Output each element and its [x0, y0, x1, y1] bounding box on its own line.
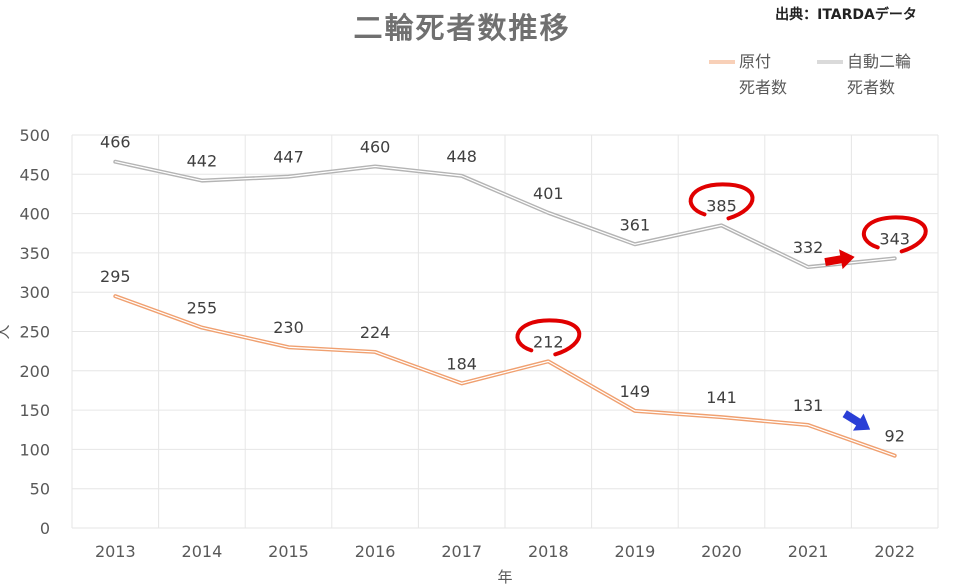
x-tick-label: 2015 [268, 542, 309, 561]
y-tick-label: 0 [40, 519, 50, 538]
data-label: 442 [187, 152, 218, 171]
legend-label-jidonirin: 自動二輪 [847, 52, 911, 71]
data-label: 361 [620, 215, 651, 234]
source-note: 出典：ITARDAデータ [775, 6, 917, 23]
x-tick-label: 2020 [701, 542, 742, 561]
legend-label-gentsuki-line2: 死者数 [739, 78, 787, 97]
chart-title: 二輪死者数推移 [353, 11, 570, 45]
legend-item-gentsuki: 原付 死者数 [709, 52, 787, 97]
y-tick-label: 250 [19, 323, 50, 342]
legend-item-jidonirin: 自動二輪 死者数 [817, 52, 911, 97]
series-line-core-0 [114, 295, 896, 457]
axis-ticks: 0 50 100 150 200 250 300 350 400 450 500 2013 2014 20… [19, 126, 915, 561]
legend-label-gentsuki: 原付 [739, 52, 771, 71]
data-label: 448 [446, 147, 477, 166]
data-label: 149 [620, 382, 651, 401]
y-tick-label: 200 [19, 362, 50, 381]
y-tick-label: 400 [19, 205, 50, 224]
annotations [515, 182, 928, 431]
data-label: 401 [533, 184, 564, 203]
y-tick-label: 150 [19, 401, 50, 420]
data-label: 184 [446, 354, 477, 373]
data-label: 385 [706, 196, 737, 215]
data-labels: 295 255 230 224 184 212 149 141 131 92 466 442 447 46… [100, 133, 910, 446]
y-tick-label: 350 [19, 244, 50, 263]
data-label: 332 [793, 238, 824, 257]
data-label: 92 [885, 427, 905, 446]
series [113, 159, 897, 458]
data-label: 466 [100, 133, 131, 152]
x-tick-label: 2022 [874, 542, 915, 561]
x-tick-label: 2016 [355, 542, 396, 561]
y-tick-label: 500 [19, 126, 50, 145]
series-line-core-1 [114, 161, 896, 268]
data-label: 230 [273, 318, 304, 337]
annotation-circle [515, 318, 582, 357]
x-tick-label: 2013 [95, 542, 136, 561]
annotation-arrow [842, 410, 871, 431]
x-tick-label: 2019 [615, 542, 656, 561]
x-tick-label: 2018 [528, 542, 569, 561]
y-tick-label: 300 [19, 283, 50, 302]
annotation-circle [688, 182, 755, 221]
annotation-arrow-shape [824, 249, 855, 270]
annotation-arrow-shape [842, 410, 871, 431]
x-tick-label: 2021 [788, 542, 829, 561]
data-label: 255 [187, 299, 218, 318]
annotation-arrow [824, 249, 855, 270]
y-tick-label: 450 [19, 165, 50, 184]
data-label: 224 [360, 323, 391, 342]
annotation-circle [861, 215, 928, 254]
data-label: 212 [533, 332, 564, 351]
y-tick-label: 50 [30, 480, 50, 499]
legend-label-jidonirin-line2: 死者数 [847, 78, 895, 97]
data-label: 141 [706, 388, 737, 407]
x-tick-label: 2017 [441, 542, 482, 561]
data-label: 460 [360, 137, 391, 156]
y-axis-label: 人 [0, 324, 12, 339]
legend: 原付 死者数 自動二輪 死者数 [709, 52, 911, 97]
data-label: 447 [273, 148, 304, 167]
data-label: 131 [793, 396, 824, 415]
data-label: 295 [100, 267, 131, 286]
x-tick-label: 2014 [182, 542, 223, 561]
data-label: 343 [879, 229, 910, 248]
y-tick-label: 100 [19, 440, 50, 459]
x-axis-label: 年 [497, 568, 512, 586]
